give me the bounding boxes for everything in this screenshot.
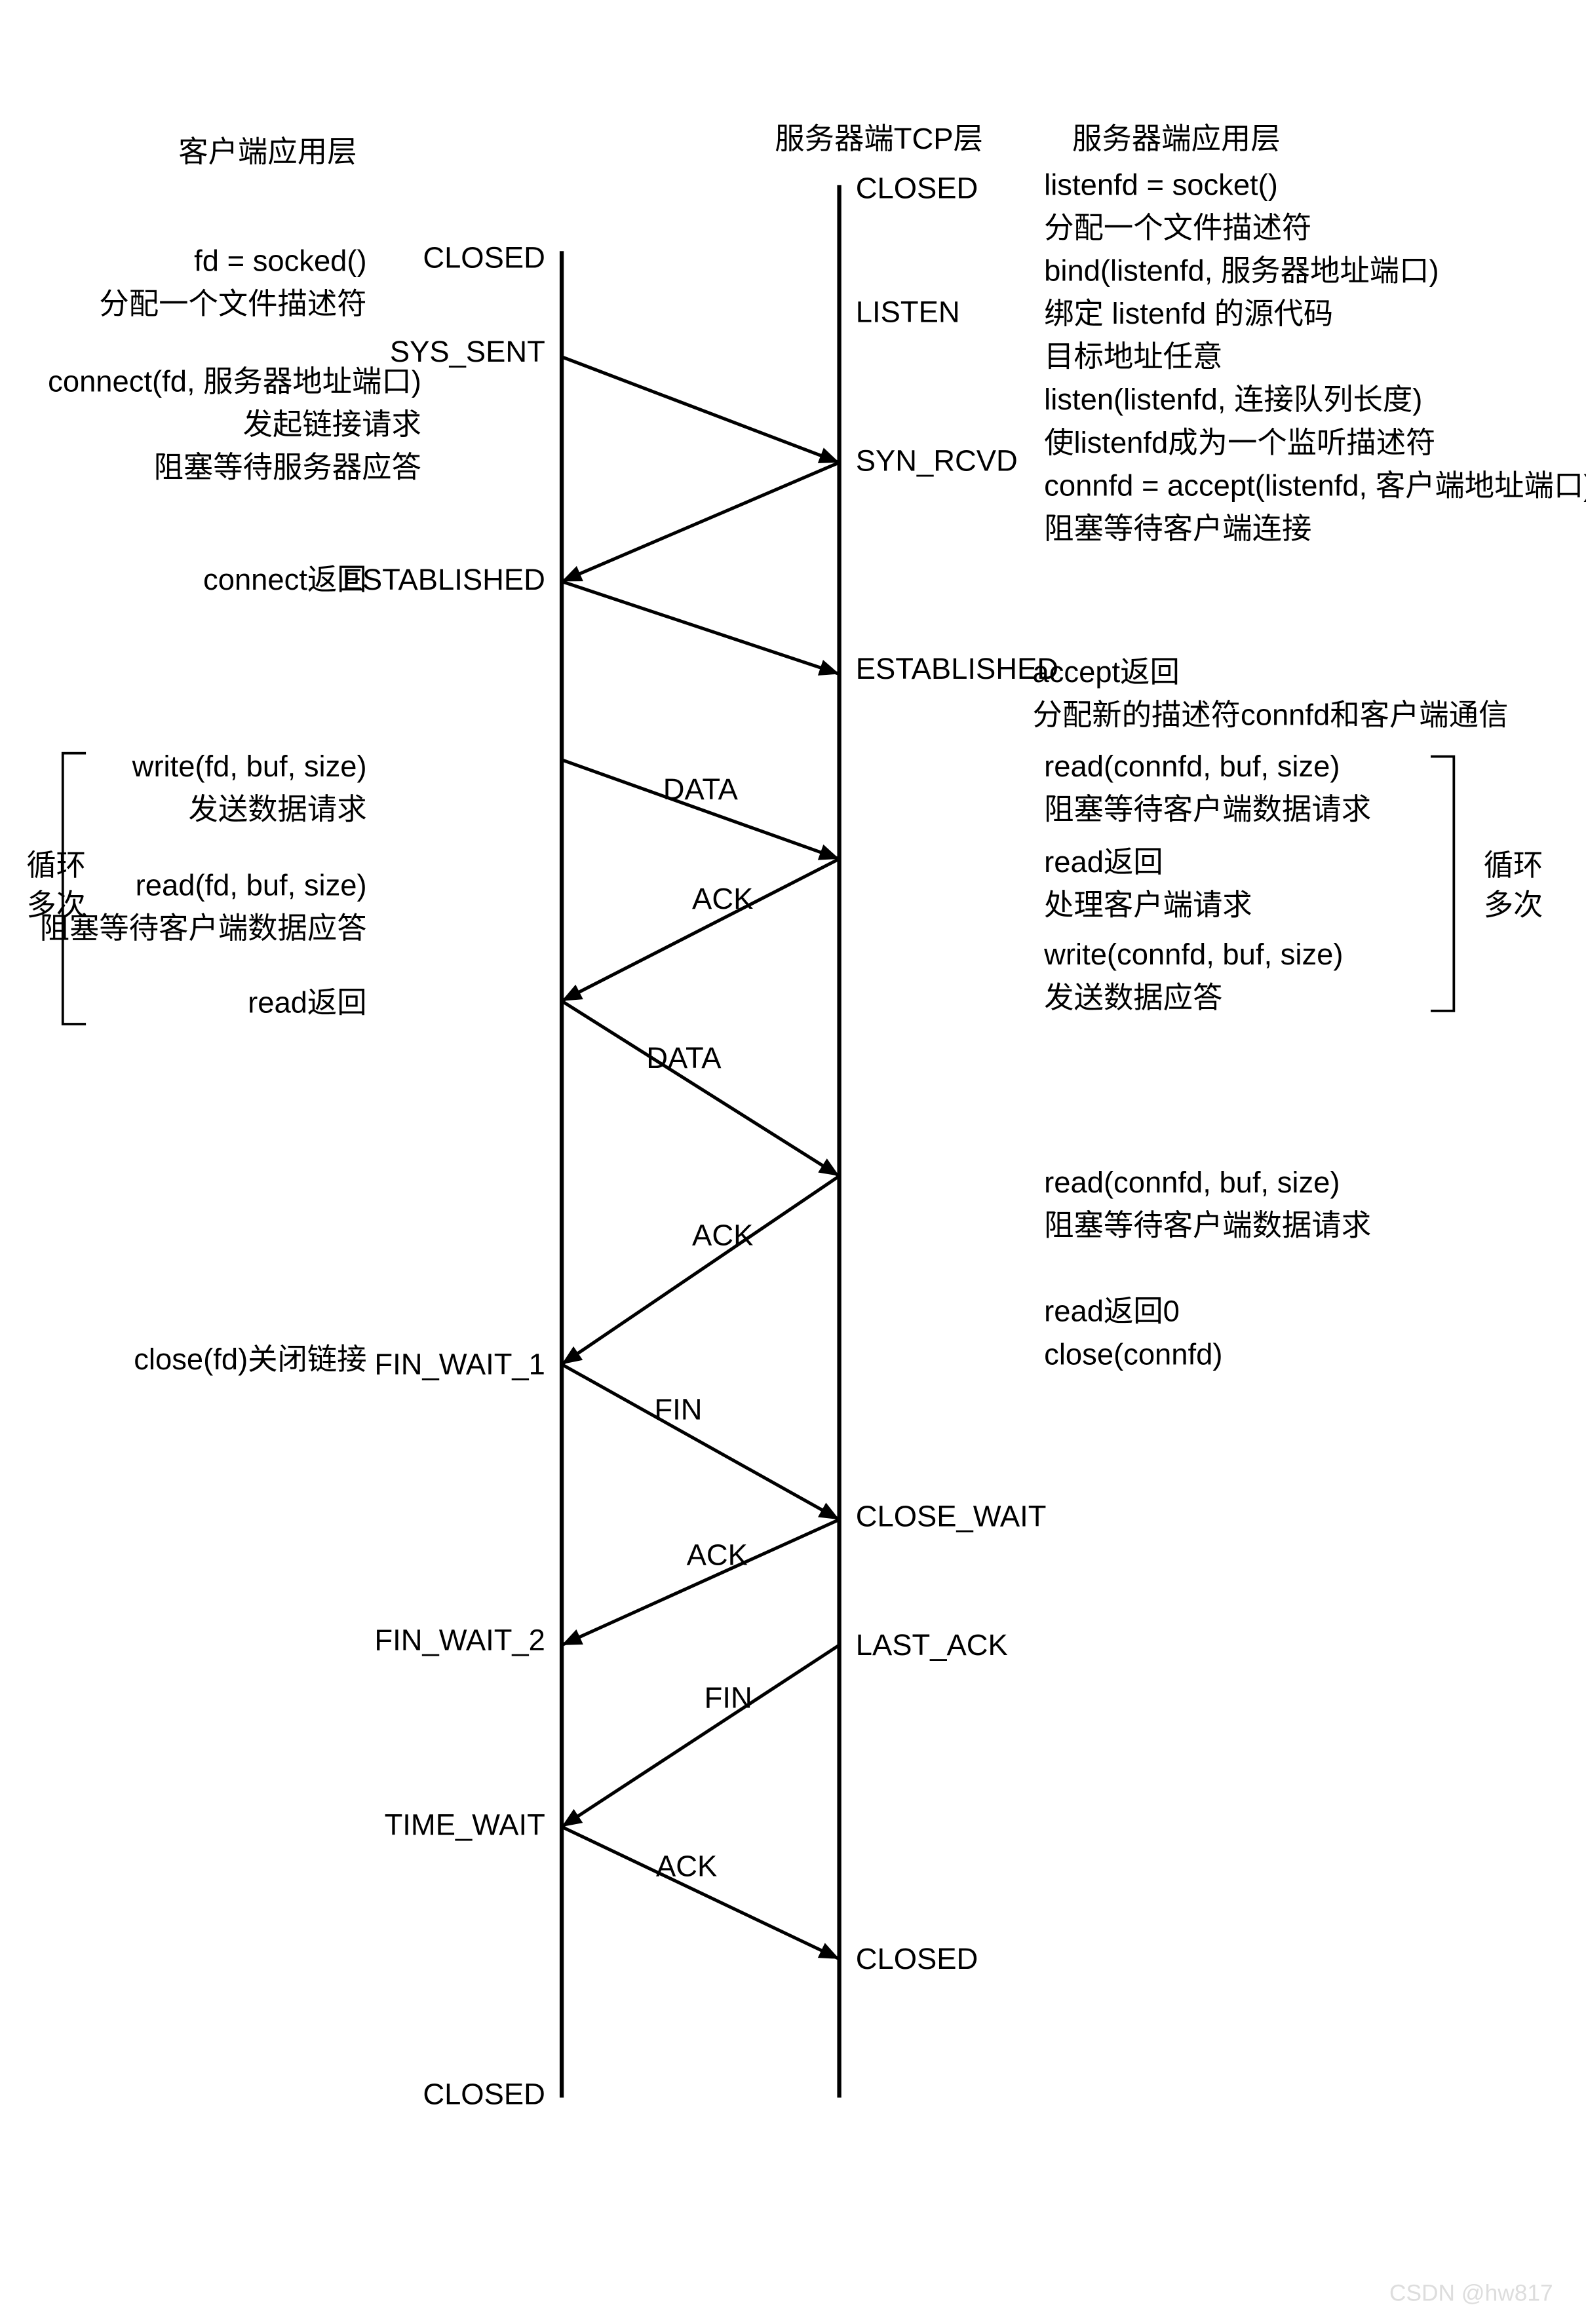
client-app-block-2-line-0: connect返回 [203, 563, 367, 596]
server-app-block-0-line-8: 阻塞等待客户端连接 [1044, 512, 1311, 545]
client-app-block-5-line-0: read返回 [248, 985, 367, 1019]
client-state-4: FIN_WAIT_2 [374, 1623, 545, 1656]
server-app-block-1-line-1: 分配新的描述符connfd和客户端通信 [1033, 698, 1509, 732]
server-state-5: LAST_ACK [856, 1628, 1008, 1662]
loop-label-1-0: 循环 [1484, 848, 1543, 882]
server-state-4: CLOSE_WAIT [856, 1499, 1047, 1533]
client-app-block-3-line-1: 发送数据请求 [188, 792, 366, 826]
server-app-block-2-line-0: read(connfd, buf, size) [1044, 750, 1340, 783]
server-app-block-3-line-1: 处理客户端请求 [1044, 888, 1252, 922]
client-state-5: TIME_WAIT [385, 1808, 545, 1842]
server-app-block-0-line-6: 使listenfd成为一个监听描述符 [1044, 426, 1435, 459]
client-app-block-4-line-0: read(fd, buf, size) [136, 868, 367, 902]
message-arrow-8: ACK [562, 1519, 840, 1645]
server-app-block-4-line-0: write(connfd, buf, size) [1043, 938, 1343, 971]
message-label: ACK [692, 1218, 753, 1251]
loop-label-0-0: 循环 [26, 848, 86, 882]
message-arrow-7: FIN [562, 1364, 840, 1519]
message-arrow-2 [562, 581, 840, 676]
server-app-block-0-line-1: 分配一个文件描述符 [1044, 211, 1311, 244]
server-app-block-5-line-0: read(connfd, buf, size) [1044, 1166, 1340, 1199]
client-state-2: ESTABLISHED [343, 563, 545, 596]
server-app-block-5-line-1: 阻塞等待客户端数据请求 [1044, 1209, 1371, 1242]
client-app-block-4-line-1: 阻塞等待客户端数据应答 [40, 911, 367, 945]
server-state-2: SYN_RCVD [856, 444, 1018, 478]
server-app-block-3-line-0: read返回 [1044, 845, 1163, 879]
client_app-header: 客户端应用层 [178, 135, 357, 168]
loop-label-1-1: 多次 [1484, 888, 1543, 922]
message-arrow-4: ACK [562, 859, 840, 1001]
watermark: CSDN @hw817 [1389, 2281, 1553, 2306]
server-app-block-2-line-1: 阻塞等待客户端数据请求 [1044, 792, 1371, 826]
message-arrow-1 [562, 463, 840, 582]
server-state-1: LISTEN [856, 295, 960, 329]
server-app-block-4-line-1: 发送数据应答 [1044, 981, 1222, 1014]
client-state-1: SYS_SENT [390, 335, 545, 368]
loop-label-0-1: 多次 [26, 888, 86, 922]
server-app-block-6-line-0: read返回0 [1044, 1295, 1180, 1328]
client-app-block-3-line-0: write(fd, buf, size) [132, 750, 367, 783]
client-state-0: CLOSED [423, 240, 545, 274]
message-arrow-3: DATA [562, 760, 840, 860]
server-app-block-0-line-7: connfd = accept(listenfd, 客户端地址端口) [1044, 468, 1586, 502]
message-arrow-5: DATA [562, 1001, 840, 1176]
client-state-3: FIN_WAIT_1 [374, 1347, 545, 1381]
message-label: FIN [705, 1681, 752, 1715]
message-label: ACK [687, 1538, 748, 1571]
loop-bracket-1 [1431, 757, 1454, 1011]
message-arrow-0 [562, 357, 840, 463]
server-state-0: CLOSED [856, 172, 978, 205]
client-app-block-0-line-1: 分配一个文件描述符 [99, 287, 366, 320]
server-app-block-0-line-0: listenfd = socket() [1044, 168, 1278, 202]
message-label: FIN [654, 1393, 702, 1426]
client-app-block-1-line-1: 发起链接请求 [243, 408, 421, 441]
server-app-block-0-line-5: listen(listenfd, 连接队列长度) [1044, 383, 1422, 416]
server-state-6: CLOSED [856, 1942, 978, 1975]
message-arrow-10: ACK [562, 1827, 840, 1959]
server-app-block-1-line-0: accept返回 [1033, 655, 1180, 689]
message-label: DATA [663, 772, 739, 806]
client-state-6: CLOSED [423, 2078, 545, 2111]
message-arrow-6: ACK [562, 1176, 840, 1364]
client-app-block-0-line-0: fd = socked() [194, 244, 366, 278]
server-state-3: ESTABLISHED [856, 652, 1058, 685]
server-app-block-6-line-1: close(connfd) [1044, 1337, 1222, 1371]
message-label: ACK [656, 1850, 717, 1883]
server-app-block-0-line-4: 目标地址任意 [1044, 340, 1222, 373]
server_tcp-header: 服务器端TCP层 [775, 122, 983, 155]
client-app-block-1-line-2: 阻塞等待服务器应答 [154, 451, 421, 484]
client-app-block-6-line-0: close(fd)关闭链接 [134, 1343, 366, 1376]
message-arrow-9: FIN [562, 1645, 840, 1827]
server-app-block-0-line-3: 绑定 listenfd 的源代码 [1044, 297, 1333, 330]
server-app-block-0-line-2: bind(listenfd, 服务器地址端口) [1044, 254, 1439, 288]
client-app-block-1-line-0: connect(fd, 服务器地址端口) [48, 365, 421, 398]
server_app-header: 服务器端应用层 [1072, 122, 1281, 155]
message-label: ACK [692, 882, 753, 915]
message-label: DATA [646, 1041, 722, 1075]
